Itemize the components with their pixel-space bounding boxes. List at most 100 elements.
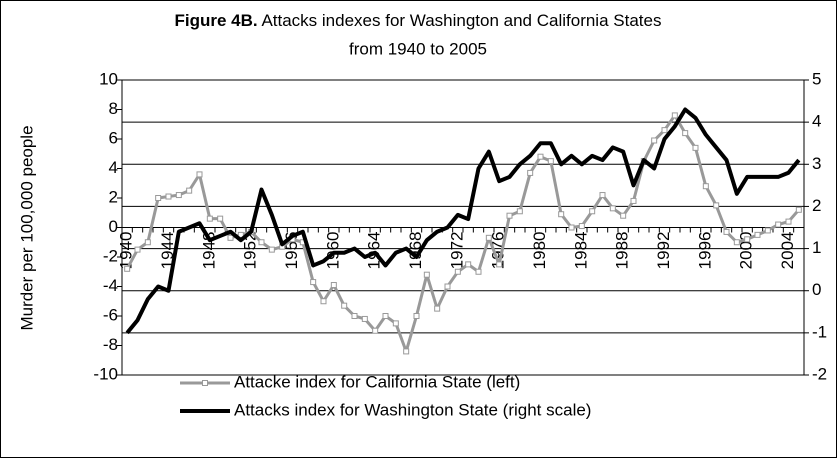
series-marker [764, 227, 771, 234]
series-marker [196, 171, 203, 178]
series-marker [795, 206, 802, 213]
series-marker [661, 127, 668, 134]
y-tick-label: 8 [109, 99, 118, 118]
series-marker [454, 268, 461, 275]
y2-tick-label: 3 [812, 154, 821, 173]
series-marker [547, 158, 554, 165]
series-marker [475, 268, 482, 275]
series-marker [785, 218, 792, 225]
series-marker [217, 215, 224, 222]
series-marker [351, 313, 358, 319]
y-tick-label: -4 [103, 276, 118, 295]
x-tick-label: 1964 [365, 232, 384, 270]
series-marker [320, 298, 327, 305]
x-tick-label: 1992 [654, 232, 673, 270]
x-tick-label: 1952 [241, 232, 260, 270]
series-marker [723, 228, 730, 235]
series-marker [671, 112, 678, 119]
series-marker [382, 313, 389, 319]
chart-title: Figure 4B. Attacks indexes for Washingto… [175, 11, 662, 30]
series-marker [578, 223, 585, 230]
series-marker [558, 211, 565, 218]
series-marker [175, 192, 182, 199]
series-marker [516, 208, 523, 215]
series-marker [330, 282, 337, 289]
series-marker [568, 224, 575, 231]
series-marker [589, 208, 596, 215]
y-tick-label: 6 [109, 128, 118, 147]
series-marker [341, 302, 348, 309]
series-marker [392, 320, 399, 327]
y-tick-label: 4 [109, 158, 118, 177]
y-tick-label: -2 [103, 246, 118, 265]
series-marker [702, 183, 709, 190]
y2-tick-label: -1 [812, 322, 827, 341]
series-marker [134, 246, 141, 253]
y2-tick-label: 5 [812, 69, 821, 88]
series-marker [155, 195, 162, 201]
series-marker [403, 348, 410, 355]
series-marker [434, 305, 441, 312]
x-tick-label: 1980 [530, 232, 549, 270]
y2-tick-label: 0 [812, 280, 821, 299]
x-tick-label: 1972 [447, 232, 466, 270]
series-marker [754, 231, 761, 238]
series-marker [609, 205, 616, 212]
series-marker [124, 265, 131, 272]
y-tick-label: -6 [103, 305, 118, 324]
legend-marker [202, 380, 208, 386]
series-line [125, 107, 801, 335]
series-marker [630, 197, 637, 204]
y-tick-label: 10 [99, 69, 118, 88]
series-marker [206, 215, 213, 222]
y2-tick-label: -2 [812, 364, 827, 383]
series-marker [413, 313, 420, 319]
x-tick-label: 1960 [323, 232, 342, 270]
series-marker [423, 271, 430, 278]
series-marker [237, 231, 244, 238]
series-marker [258, 239, 265, 246]
series-marker [144, 239, 151, 246]
series-marker [537, 153, 544, 160]
y-axis-label: Murder per 100,000 people [17, 125, 36, 330]
legend-label: Attacke index for California State (left… [234, 372, 520, 391]
series-marker [165, 193, 172, 200]
y-tick-label: -8 [103, 335, 118, 354]
series-marker [465, 261, 472, 268]
y2-tick-label: 2 [812, 196, 821, 215]
series-marker [506, 212, 513, 219]
series-marker [692, 144, 699, 151]
series-marker [733, 239, 740, 246]
x-tick-label: 1948 [199, 232, 218, 270]
y-tick-label: 2 [109, 187, 118, 206]
x-tick-label: 1996 [695, 232, 714, 270]
series-marker [496, 261, 503, 268]
series-marker [527, 169, 534, 176]
x-tick-label: 1968 [406, 232, 425, 270]
series-marker [372, 327, 379, 334]
x-tick-label: 1984 [571, 232, 590, 270]
series-marker [310, 279, 317, 286]
title-line: Attacks indexes for Washington and Calif… [261, 11, 661, 30]
series-marker [485, 234, 492, 241]
series-marker [599, 192, 606, 199]
series-marker [682, 130, 689, 137]
series-marker [713, 202, 720, 209]
y2-tick-label: 4 [812, 112, 821, 131]
series-marker [227, 234, 234, 241]
series-marker [361, 315, 368, 322]
series-marker [186, 187, 193, 194]
x-tick-label: 1988 [613, 232, 632, 270]
x-tick-label: 1940 [117, 232, 136, 270]
series-marker [268, 246, 275, 253]
series-marker [620, 212, 627, 219]
x-tick-label: 2004 [778, 232, 797, 270]
y-tick-label: -10 [93, 364, 118, 383]
series-marker [775, 221, 782, 228]
legend-label: Attacks index for Washington State (righ… [234, 400, 591, 419]
series-marker [744, 236, 751, 243]
title-line: from 1940 to 2005 [349, 39, 487, 58]
series-marker [651, 137, 658, 144]
